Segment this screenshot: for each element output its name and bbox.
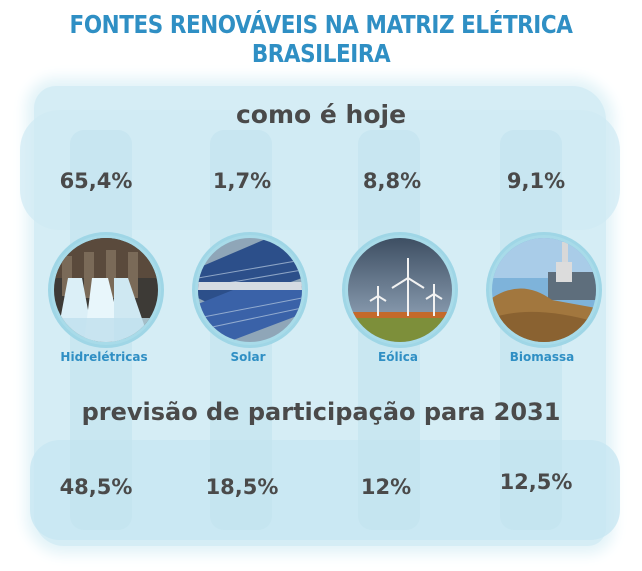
hydro-today-value: 65,4% <box>59 169 133 193</box>
hydro-photo-frame <box>48 232 164 348</box>
source-solar: Solar <box>178 232 318 372</box>
biomass-plant-icon <box>489 235 599 345</box>
hydro-forecast-value: 48,5% <box>59 475 133 499</box>
wind-today-value: 8,8% <box>362 169 422 193</box>
solar-photo-frame <box>192 232 308 348</box>
source-hydro: Hidrelétricas <box>34 232 174 372</box>
page-title: FONTES RENOVÁVEIS NA MATRIZ ELÉTRICA BRA… <box>69 10 573 68</box>
source-biomass: Biomassa <box>472 232 612 372</box>
source-wind: Eólica <box>328 232 468 372</box>
forecast-heading: previsão de participação para 2031 <box>81 398 561 426</box>
wind-photo-frame <box>342 232 458 348</box>
wind-label: Eólica <box>378 350 418 364</box>
biomass-forecast-value: 12,5% <box>499 470 573 494</box>
biomass-today-value: 9,1% <box>506 169 566 193</box>
biomass-label: Biomassa <box>509 350 575 364</box>
solar-forecast-value: 18,5% <box>205 475 279 499</box>
biomass-photo-frame <box>486 232 602 348</box>
solar-today-value: 1,7% <box>212 169 272 193</box>
wind-forecast-value: 12% <box>360 475 412 499</box>
solar-label: Solar <box>230 350 266 364</box>
solar-panels-icon <box>195 235 305 345</box>
today-heading: como é hoje <box>235 100 407 129</box>
hydro-label: Hidrelétricas <box>60 350 148 364</box>
wind-turbines-icon <box>345 235 455 345</box>
hydro-dam-icon <box>51 235 161 345</box>
